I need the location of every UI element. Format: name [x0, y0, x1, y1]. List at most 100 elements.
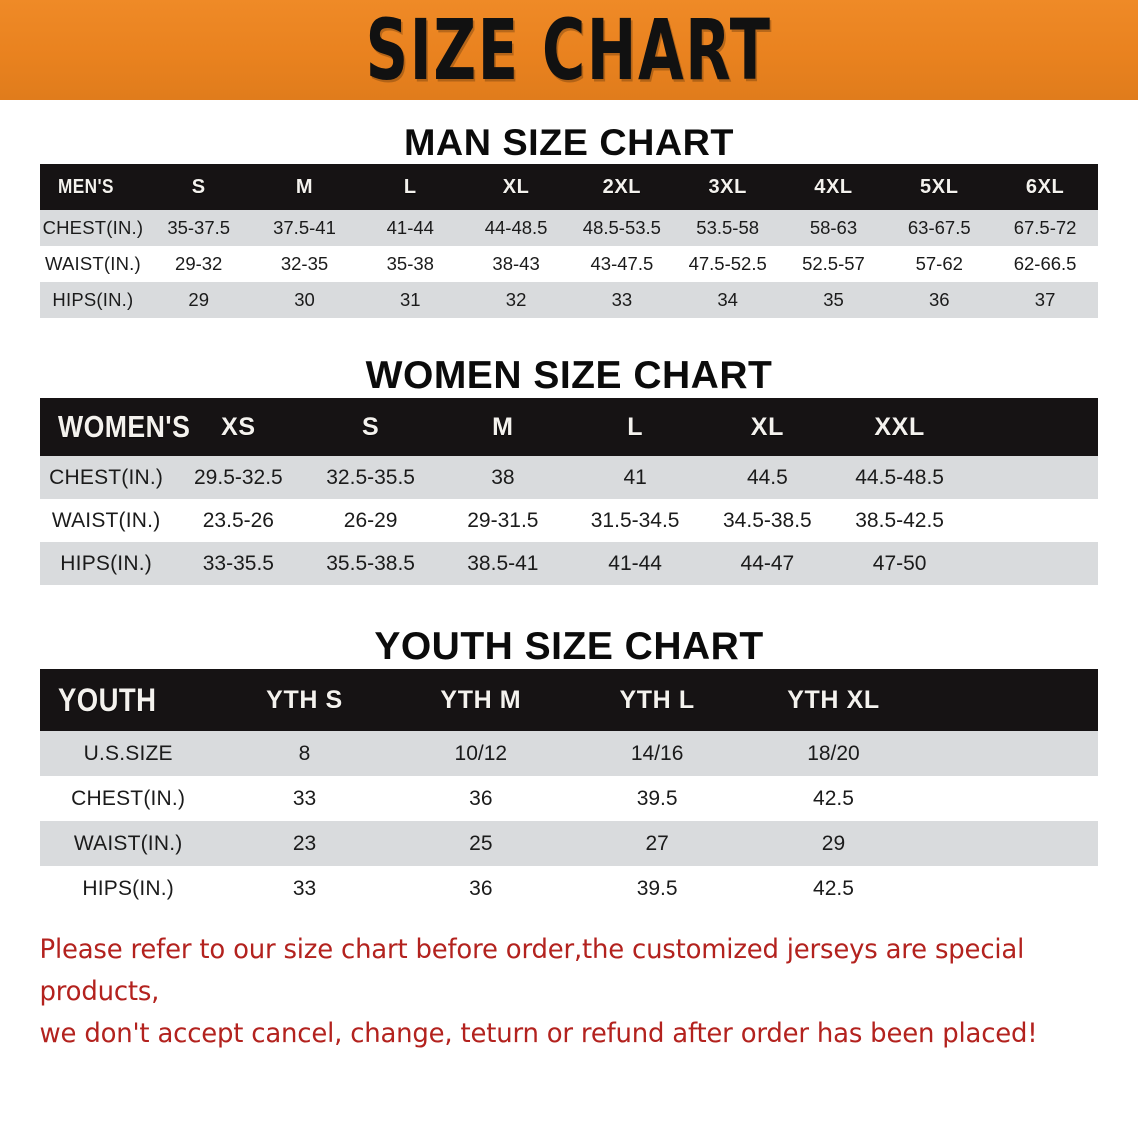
women-column-header: L — [569, 398, 702, 456]
man-cell: 31 — [357, 282, 464, 318]
women-section-title: WOMEN SIZE CHART — [365, 354, 773, 397]
women-cell: 29-31.5 — [436, 499, 569, 542]
youth-column-header: YTH XL — [745, 669, 922, 731]
youth-corner-label: YOUTH — [40, 669, 217, 731]
women-row-label: HIPS(IN.) — [40, 542, 173, 585]
women-column-header: XL — [701, 398, 834, 456]
man-cell: 47.5-52.5 — [674, 246, 781, 282]
man-header-row: MEN'S S M L XL 2XL 3XL 4XL 5XL 6XL — [40, 164, 1098, 210]
youth-cell: 39.5 — [568, 866, 746, 911]
youth-cell: 23 — [216, 821, 393, 866]
women-cell: 23.5-26 — [172, 499, 305, 542]
man-cell: 41-44 — [357, 210, 464, 246]
youth-column-header: YTH M — [392, 669, 569, 731]
man-table-row: WAIST(IN.) 29-32 32-35 35-38 38-43 43-47.5 47.… — [40, 246, 1098, 282]
youth-row-label: CHEST(IN.) — [40, 776, 217, 821]
man-column-header: 5XL — [886, 164, 993, 210]
man-column-header: S — [145, 164, 252, 210]
women-table-wrap: WOMEN'S XS S M L XL XXL CHEST(IN.) 29.5-32.5 32… — [40, 398, 1098, 585]
man-cell: 48.5-53.5 — [568, 210, 675, 246]
man-table-row: HIPS(IN.) 29 30 31 32 33 34 35 36 37 — [40, 282, 1098, 318]
man-cell: 32 — [463, 282, 569, 318]
youth-table-wrap: YOUTH YTH S YTH M YTH L YTH XL U.S.SIZE 8 10/… — [40, 669, 1098, 911]
women-cell: 34.5-38.5 — [701, 499, 834, 542]
disclaimer-line-1: Please refer to our size chart before or… — [39, 934, 1025, 1007]
youth-table-head: YOUTH YTH S YTH M YTH L YTH XL — [40, 669, 1098, 731]
youth-cell: 25 — [392, 821, 569, 866]
man-table-wrap: MEN'S S M L XL 2XL 3XL 4XL 5XL 6XL CHEST(IN.) 35-… — [40, 164, 1098, 318]
man-cell: 43-47.5 — [568, 246, 675, 282]
man-cell: 32-35 — [251, 246, 358, 282]
youth-cell-empty — [921, 821, 1098, 866]
youth-row-label: HIPS(IN.) — [40, 866, 217, 911]
man-cell: 29 — [145, 282, 252, 318]
women-cell: 38.5-42.5 — [833, 499, 966, 542]
women-cell: 29.5-32.5 — [172, 456, 305, 499]
youth-size-table: YOUTH YTH S YTH M YTH L YTH XL U.S.SIZE 8 10/… — [40, 669, 1098, 911]
youth-table-row: WAIST(IN.) 23 25 27 29 — [40, 821, 1098, 866]
man-cell: 35 — [780, 282, 887, 318]
man-cell: 63-67.5 — [886, 210, 993, 246]
youth-cell: 36 — [392, 866, 569, 911]
women-cell: 47-50 — [833, 542, 966, 585]
man-corner-label-text: MEN'S — [58, 175, 114, 198]
youth-column-header: YTH L — [568, 669, 746, 731]
women-corner-label: WOMEN'S — [40, 398, 190, 456]
youth-table-row: CHEST(IN.) 33 36 39.5 42.5 — [40, 776, 1098, 821]
page-banner: SIZE CHART — [0, 0, 1138, 100]
women-cell-empty — [965, 542, 1098, 585]
women-cell: 35.5-38.5 — [304, 542, 437, 585]
man-cell: 35-37.5 — [145, 210, 252, 246]
women-column-header: XS — [172, 398, 305, 456]
women-cell: 38.5-41 — [436, 542, 569, 585]
man-column-header: 3XL — [674, 164, 781, 210]
youth-cell: 29 — [745, 821, 922, 866]
youth-column-header: YTH S — [216, 669, 393, 731]
man-column-header: 6XL — [992, 164, 1098, 210]
women-corner-label-text: WOMEN'S — [58, 409, 191, 444]
man-cell: 33 — [568, 282, 675, 318]
women-row-label: CHEST(IN.) — [40, 456, 173, 499]
women-column-header: S — [304, 398, 437, 456]
man-column-header: L — [357, 164, 464, 210]
women-header-row: WOMEN'S XS S M L XL XXL — [40, 398, 1098, 456]
man-cell: 53.5-58 — [674, 210, 781, 246]
man-table-head: MEN'S S M L XL 2XL 3XL 4XL 5XL 6XL — [40, 164, 1098, 210]
youth-cell: 18/20 — [745, 731, 922, 776]
man-table-row: CHEST(IN.) 35-37.5 37.5-41 41-44 44-48.5 48.5… — [40, 210, 1098, 246]
man-cell: 38-43 — [463, 246, 569, 282]
banner-title: SIZE CHART — [365, 1, 773, 99]
youth-cell: 14/16 — [568, 731, 746, 776]
man-cell: 34 — [674, 282, 781, 318]
man-column-header: 4XL — [780, 164, 887, 210]
women-table-head: WOMEN'S XS S M L XL XXL — [40, 398, 1098, 456]
youth-corner-label-text: YOUTH — [58, 681, 157, 718]
man-row-label: WAIST(IN.) — [40, 246, 146, 282]
man-cell: 35-38 — [357, 246, 464, 282]
women-cell: 31.5-34.5 — [569, 499, 702, 542]
man-cell: 58-63 — [780, 210, 887, 246]
women-cell: 33-35.5 — [172, 542, 305, 585]
women-cell-empty — [965, 499, 1098, 542]
women-cell: 44-47 — [701, 542, 834, 585]
women-table-row: HIPS(IN.) 33-35.5 35.5-38.5 38.5-41 41-44 44-… — [40, 542, 1098, 585]
youth-cell-empty — [921, 731, 1098, 776]
women-column-header-empty — [965, 398, 1098, 456]
women-column-header: XXL — [833, 398, 966, 456]
man-column-header: 2XL — [568, 164, 675, 210]
women-table-body: CHEST(IN.) 29.5-32.5 32.5-35.5 38 41 44.5 44.5… — [40, 456, 1098, 585]
women-cell: 41 — [569, 456, 702, 499]
youth-cell: 36 — [392, 776, 569, 821]
women-row-label: WAIST(IN.) — [40, 499, 173, 542]
women-cell: 32.5-35.5 — [304, 456, 437, 499]
man-size-table: MEN'S S M L XL 2XL 3XL 4XL 5XL 6XL CHEST(IN.) 35-… — [40, 164, 1098, 318]
women-cell: 26-29 — [304, 499, 437, 542]
youth-section-title: YOUTH SIZE CHART — [374, 625, 764, 668]
man-cell: 62-66.5 — [992, 246, 1098, 282]
disclaimer-line-2: we don't accept cancel, change, teturn o… — [39, 1017, 1038, 1049]
man-cell: 44-48.5 — [463, 210, 569, 246]
youth-cell: 33 — [216, 776, 393, 821]
man-cell: 30 — [251, 282, 358, 318]
youth-row-label: WAIST(IN.) — [40, 821, 217, 866]
man-cell: 37 — [992, 282, 1098, 318]
